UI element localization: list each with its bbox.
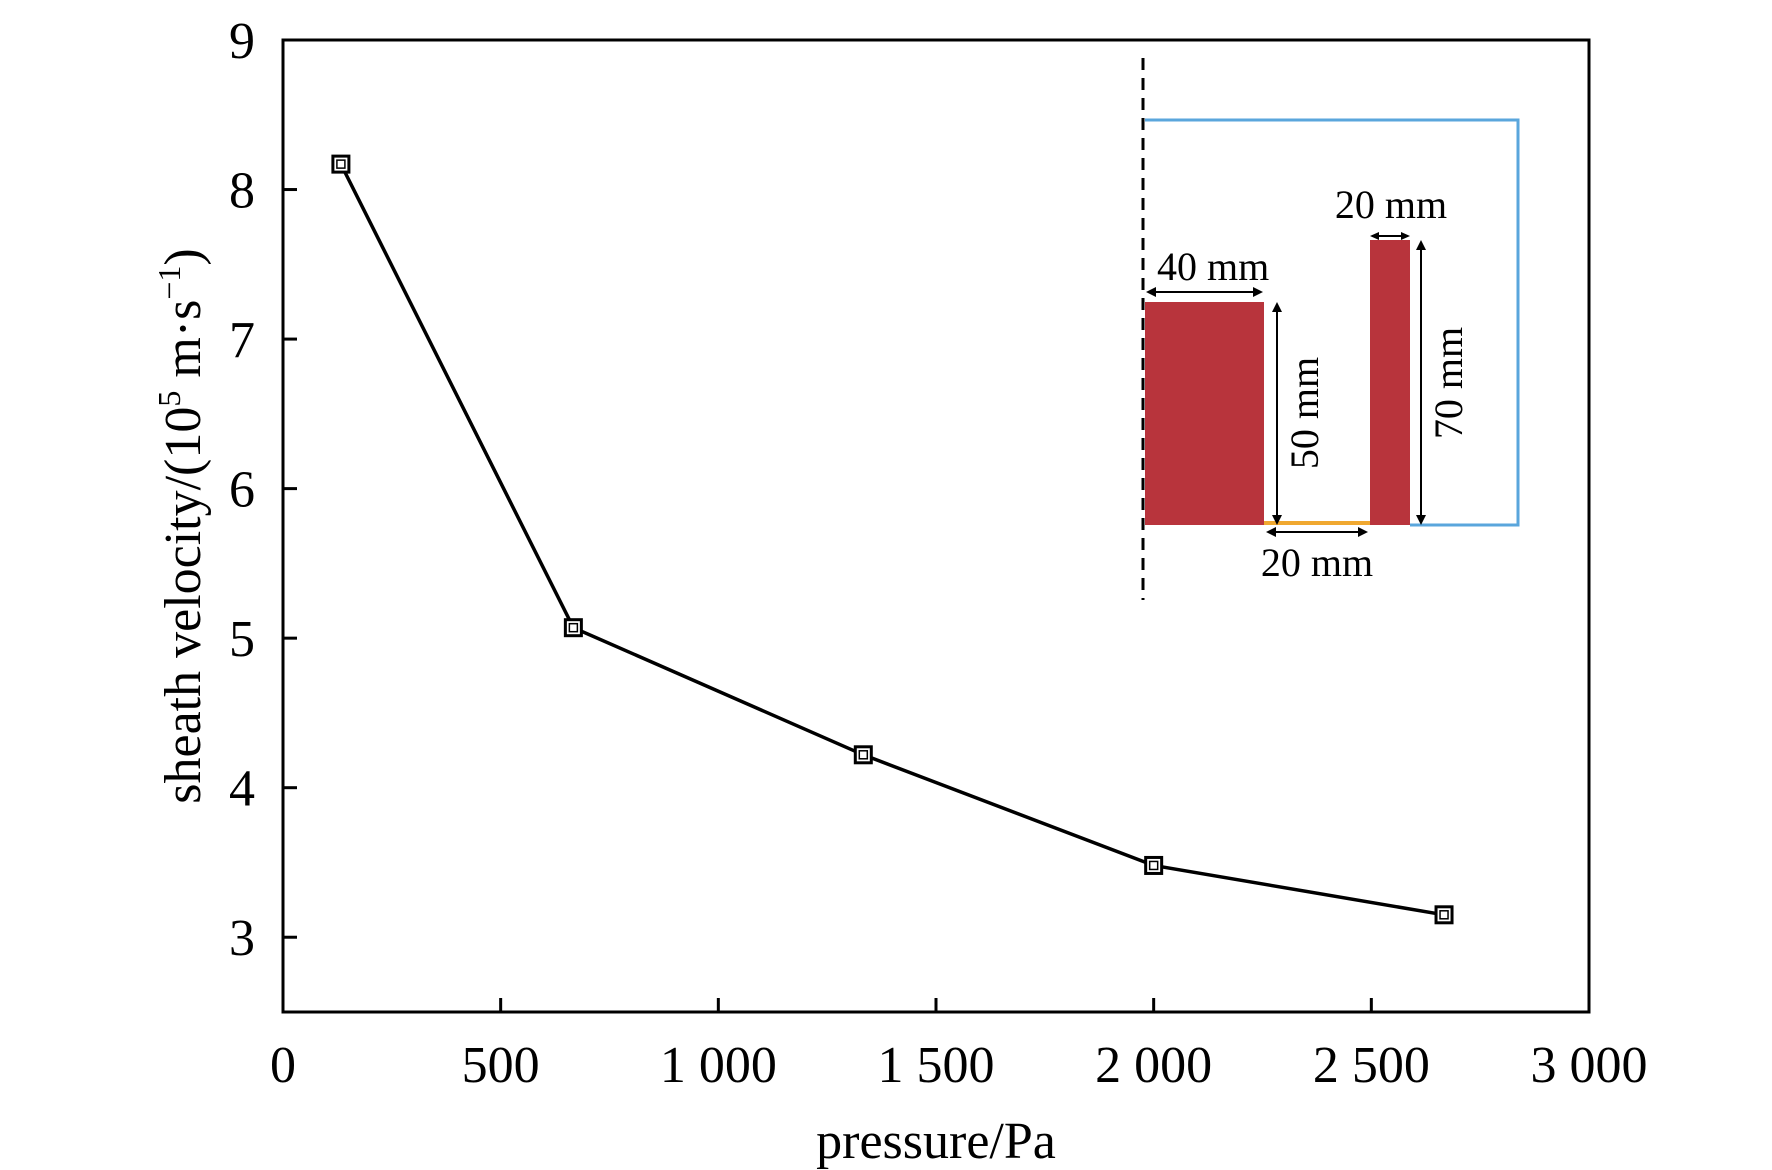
x-tick-label: 500 [462,1037,540,1094]
arrowhead [1416,515,1426,525]
y-tick-label: 5 [229,611,255,668]
label-gap: 20 mm [1261,540,1373,585]
label-width-small: 20 mm [1335,182,1447,227]
arrowhead [1146,287,1156,297]
series-layer [331,154,1454,925]
data-point-inner [1148,860,1159,871]
arrowhead [1416,240,1426,250]
plot-frame [281,38,1591,1014]
x-tick-label: 0 [270,1037,296,1094]
arrowhead [1401,232,1410,240]
arrowhead [1272,515,1282,525]
label-height-small: 70 mm [1426,327,1471,439]
boundary-outline [1145,118,1520,527]
data-point-inner [858,750,869,760]
x-tick-label: 2 500 [1313,1037,1430,1094]
arrowhead [1370,232,1379,240]
y-tick-label: 3 [229,910,255,967]
x-tick-label: 2 000 [1095,1037,1212,1094]
label-height-large: 50 mm [1282,357,1327,469]
large-electrode [1145,302,1264,525]
x-tick-label: 1 500 [878,1037,995,1094]
y-tick-label: 4 [229,761,255,818]
y-tick-label: 7 [229,312,255,369]
arrowhead [1272,302,1282,312]
arrowhead [1358,527,1368,537]
x-tick-label: 1 000 [660,1037,777,1094]
x-tick-label: 3 000 [1531,1037,1648,1094]
small-electrode [1370,240,1410,525]
data-point [331,154,351,174]
data-point-inner [1439,910,1449,920]
data-point [853,745,873,765]
arrowhead [1253,287,1263,297]
y-tick-label: 8 [229,163,255,220]
ticks-layer: 0 500 1 000 1 500 2 000 2 500 3 000 3 4 5 6 7 8 9 [229,13,1648,1094]
data-point [1144,855,1164,875]
y-axis-title: sheath velocity/(105 m·s−1) [151,248,212,803]
data-point-inner [568,622,579,633]
label-width-large: 40 mm [1157,244,1269,289]
x-axis-title: pressure/Pa [816,1113,1056,1170]
data-point-inner [336,159,346,169]
data-point [1434,905,1454,925]
y-tick-label: 9 [229,13,255,70]
arrowhead [1266,527,1276,537]
inset-schematic: 40 mm 50 mm 20 mm 20 mm 70 mm [1141,58,1520,600]
y-tick-label: 6 [229,462,255,519]
data-point [563,618,583,638]
